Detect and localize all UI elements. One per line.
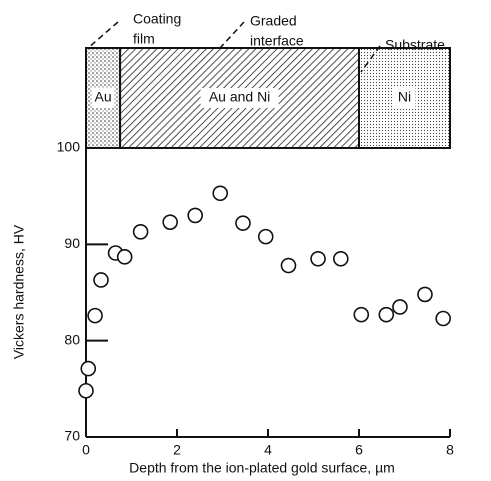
x-tick-label: 6 [355,442,363,458]
data-point [93,272,109,288]
data-point [257,228,274,245]
data-point [417,286,433,303]
annotation: Substrate [385,37,445,53]
data-point [353,306,370,323]
annotation: interface [250,33,304,49]
layer-label-bg [200,88,279,108]
x-tick-label: 0 [82,442,90,458]
data-point [80,360,97,377]
data-point [310,250,326,267]
layer [119,47,360,149]
x-tick-label: 8 [446,442,454,458]
leader-line [87,21,119,49]
y-tick-label: 100 [57,139,81,155]
y-tick-label: 80 [64,331,80,347]
data-point [235,215,251,231]
data-point [332,250,349,267]
data-point [187,207,203,224]
annotation: film [133,31,155,47]
x-axis-label: Depth from the ion-plated gold surface, … [129,460,395,476]
data-point [162,214,178,230]
layer-label: Au [95,89,112,105]
y-tick-label: 70 [64,428,80,444]
layer-label: Au and Ni [209,89,270,105]
data-point [280,257,297,274]
data-point [392,299,408,315]
data-point [435,310,451,327]
leader-line [219,21,245,49]
x-tick-label: 2 [173,442,181,458]
layer-label: Ni [398,89,411,105]
data-point [132,224,149,240]
y-tick-label: 90 [64,235,80,251]
data-point [378,306,395,323]
leader-line [360,45,381,73]
data-point [78,382,94,399]
annotation: Coating [133,11,181,27]
data-point [212,185,229,202]
x-tick-label: 4 [264,442,272,458]
y-axis-label: Vickers hardness, HV [11,224,27,359]
layer-label-bg [393,88,416,108]
layer-label-bg [92,88,115,108]
data-point [87,307,103,324]
data-point [116,249,133,265]
annotation: Graded [250,13,297,29]
